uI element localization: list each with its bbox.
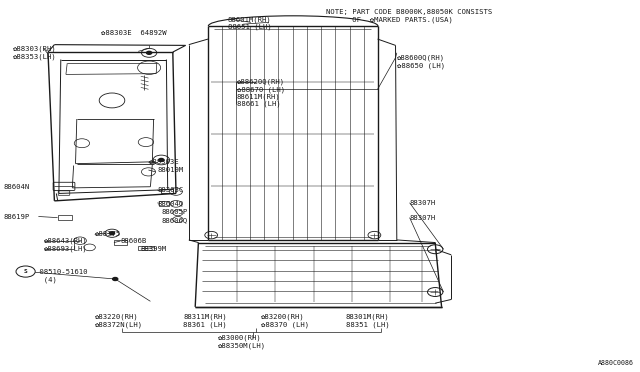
Text: ✿83220(RH): ✿83220(RH) [95, 314, 138, 320]
Text: 88604N: 88604N [3, 184, 29, 190]
Text: 88651 (LH): 88651 (LH) [228, 23, 271, 30]
Text: 88604Q: 88604Q [157, 200, 184, 206]
Text: S: S [24, 269, 28, 274]
Text: 88307H: 88307H [410, 215, 436, 221]
Text: ✿83200(RH): ✿83200(RH) [261, 314, 305, 320]
Text: 88361 (LH): 88361 (LH) [183, 322, 227, 328]
Bar [138, 246, 154, 250]
Text: ✿88650 (LH): ✿88650 (LH) [397, 62, 445, 69]
Text: ✿88303E: ✿88303E [148, 159, 179, 165]
Text: 88303C: 88303C [157, 187, 184, 193]
Text: 08510-51610: 08510-51610 [35, 269, 88, 275]
Text: (4): (4) [35, 277, 57, 283]
Circle shape [159, 158, 164, 161]
Text: ✿88375: ✿88375 [95, 231, 121, 237]
Bar [161, 189, 173, 193]
Text: ✿88600Q(RH): ✿88600Q(RH) [397, 54, 445, 61]
Bar [58, 215, 72, 220]
Circle shape [109, 232, 115, 235]
Text: ✿83000(RH): ✿83000(RH) [218, 334, 261, 341]
Text: 88611M(RH): 88611M(RH) [237, 93, 280, 100]
Circle shape [113, 278, 118, 280]
Text: 88307H: 88307H [410, 200, 436, 206]
Bar [159, 201, 169, 206]
Text: 88019M: 88019M [157, 167, 184, 173]
Text: A880C0086: A880C0086 [598, 360, 634, 366]
Text: 88606B: 88606B [120, 238, 147, 244]
Circle shape [147, 51, 152, 54]
Text: 88301M(RH): 88301M(RH) [346, 314, 389, 320]
Text: 88619P: 88619P [3, 214, 29, 219]
Text: ✿88693(LH): ✿88693(LH) [44, 246, 87, 252]
Text: 88601M(RH): 88601M(RH) [228, 16, 271, 23]
Text: ✿88372N(LH): ✿88372N(LH) [95, 322, 143, 328]
Text: ✿88670 (LH): ✿88670 (LH) [237, 86, 285, 93]
Text: 88605P: 88605P [161, 209, 188, 215]
Bar [114, 240, 127, 245]
Text: ✿88303E  64892W: ✿88303E 64892W [101, 30, 167, 36]
Text: ✿88353(LH): ✿88353(LH) [13, 53, 56, 60]
Text: NOTE; PART CODE B8000K,88050K CONSISTS
      OF  ✿MARKED PARTS.(USA): NOTE; PART CODE B8000K,88050K CONSISTS O… [326, 9, 493, 23]
Text: 88661 (LH): 88661 (LH) [237, 101, 280, 108]
Text: ✿88303(RH): ✿88303(RH) [13, 45, 56, 52]
Text: ✿88350M(LH): ✿88350M(LH) [218, 343, 266, 349]
Text: 88606Q: 88606Q [161, 217, 188, 223]
Text: 88351 (LH): 88351 (LH) [346, 322, 389, 328]
Text: ✿88620Q(RH): ✿88620Q(RH) [237, 78, 285, 85]
Text: 88311M(RH): 88311M(RH) [183, 314, 227, 320]
Text: ✿88643(RH): ✿88643(RH) [44, 237, 87, 244]
Text: 88399M: 88399M [141, 246, 167, 252]
Text: ✿88370 (LH): ✿88370 (LH) [261, 322, 309, 328]
